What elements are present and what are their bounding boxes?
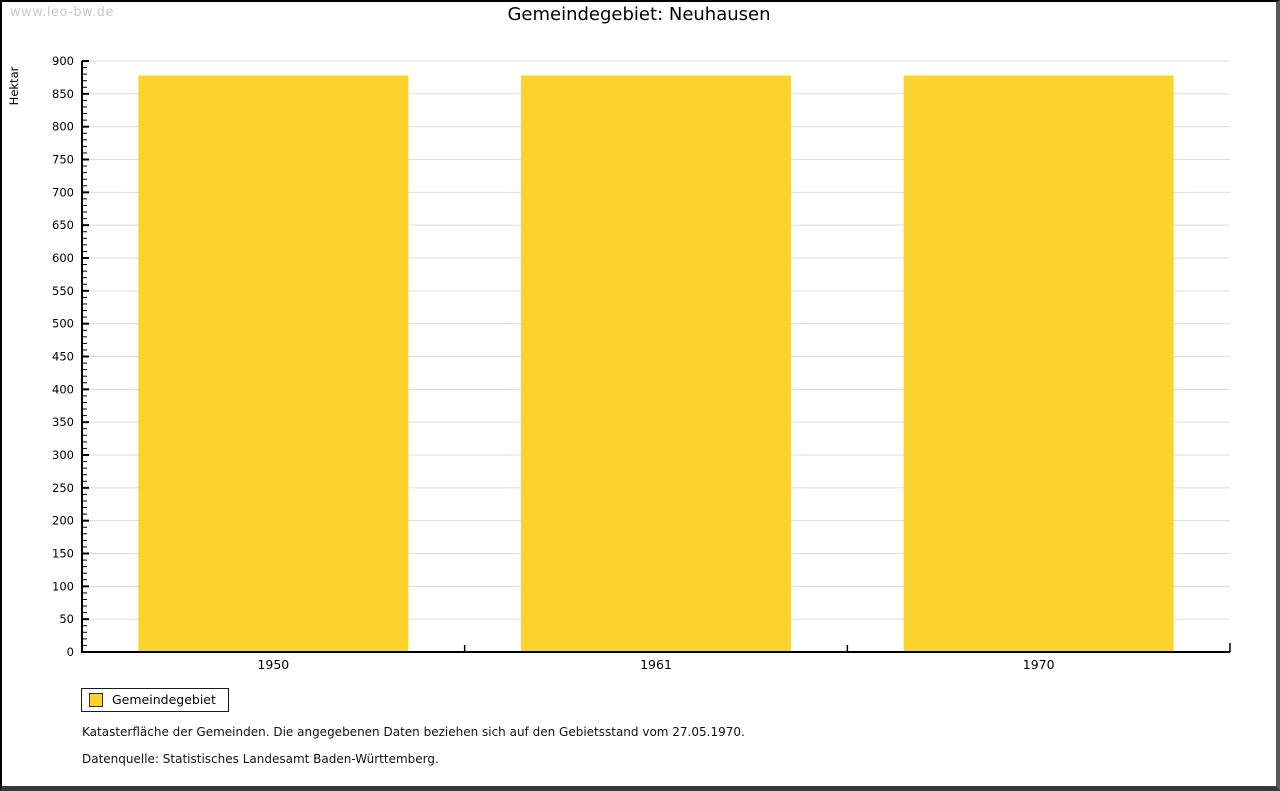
y-tick-label: 100 xyxy=(52,579,74,593)
bar xyxy=(521,75,791,653)
footnote-data-source: Datenquelle: Statistisches Landesamt Bad… xyxy=(82,752,439,766)
y-tick-label: 700 xyxy=(52,185,74,199)
bar-chart: 0 50 100 150 200 250 300 350 400 450 500 550 600 650 7… xyxy=(7,54,1231,672)
y-tick-label: 650 xyxy=(52,218,74,232)
y-tick-label: 600 xyxy=(52,251,74,265)
y-tick-label: 400 xyxy=(52,382,74,396)
bar xyxy=(138,75,409,653)
watermark: www.leo-bw.de xyxy=(10,5,114,20)
footnote-source-note: Katasterfläche der Gemeinden. Die angege… xyxy=(82,725,745,739)
y-tick-label: 500 xyxy=(52,317,74,331)
bar xyxy=(903,75,1174,653)
y-tick-label: 250 xyxy=(52,481,74,495)
x-tick-label: 1961 xyxy=(640,657,672,672)
x-tick-label: 1970 xyxy=(1023,657,1055,672)
y-tick-label: 750 xyxy=(52,153,74,167)
chart-title: Gemeindegebiet: Neuhausen xyxy=(507,4,771,25)
y-tick-label: 850 xyxy=(52,87,74,101)
y-tick-label: 50 xyxy=(59,612,74,626)
y-tick-label: 900 xyxy=(52,54,74,68)
y-axis-title: Hektar xyxy=(7,66,21,105)
y-tick-label: 200 xyxy=(52,514,74,528)
legend-swatch xyxy=(89,692,103,707)
legend-label: Gemeindegebiet xyxy=(112,692,216,707)
x-tick-label: 1950 xyxy=(257,657,289,672)
y-tick-label: 0 xyxy=(67,645,74,659)
y-tick-label: 550 xyxy=(52,284,74,298)
y-tick-label: 450 xyxy=(52,350,74,364)
y-tick-label: 800 xyxy=(52,120,74,134)
legend: Gemeindegebiet xyxy=(81,688,229,712)
y-tick-label: 350 xyxy=(52,415,74,429)
y-tick-label: 150 xyxy=(52,547,74,561)
y-tick-label: 300 xyxy=(52,448,74,462)
